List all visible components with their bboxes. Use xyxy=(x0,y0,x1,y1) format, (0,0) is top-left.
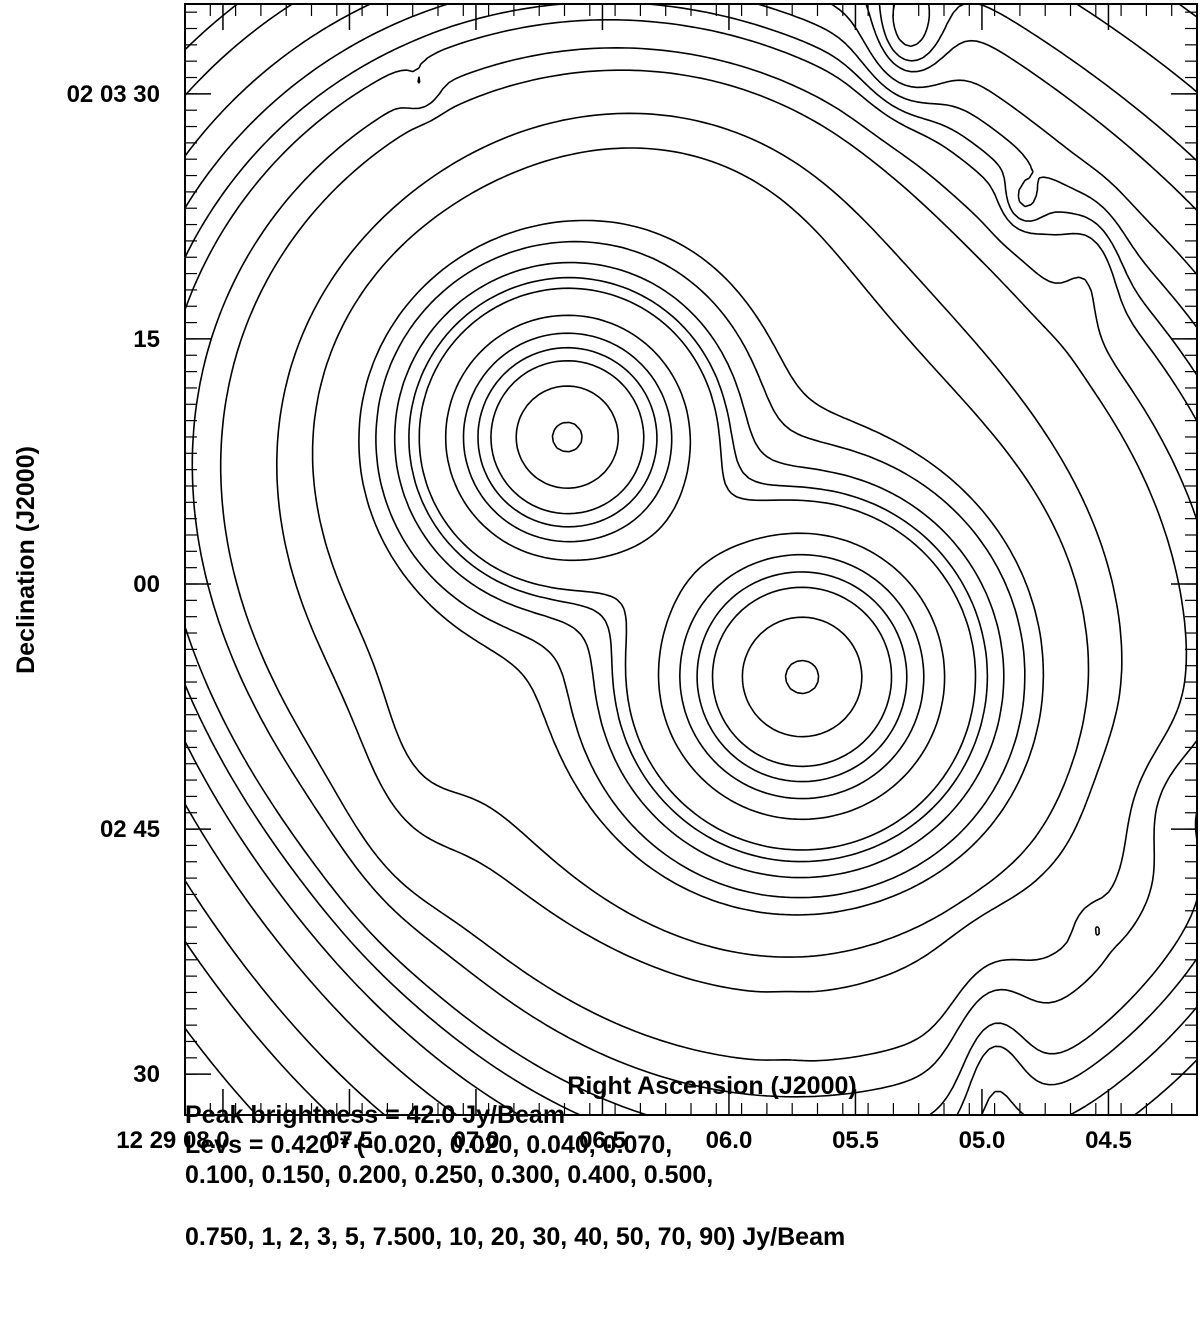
peak-brightness-label: Peak brightness = 42.0 Jy/Beam xyxy=(185,1101,566,1129)
contour-level-0p4 xyxy=(191,47,1197,1098)
plot-frame xyxy=(184,3,1198,1116)
contour-level-0p5 xyxy=(219,69,1188,1062)
x-tick-label: 07.0 xyxy=(453,1127,500,1154)
y-tick-label: 02 45 xyxy=(100,816,160,843)
contour-level-20 xyxy=(444,314,946,821)
contour-level-1 xyxy=(311,147,1090,958)
x-tick-label: 12 29 08.0 xyxy=(116,1127,229,1154)
x-tick-label: 05.5 xyxy=(832,1127,879,1154)
contour-level-5 xyxy=(393,261,1005,879)
contour-level-70 xyxy=(515,385,863,738)
y-axis-title: Declination (J2000) xyxy=(12,446,40,674)
contour-level-0p04 xyxy=(185,4,1197,1115)
y-tick-label: 02 03 30 xyxy=(67,81,160,108)
y-tick-label: 30 xyxy=(133,1061,160,1088)
y-tick-label: 00 xyxy=(133,571,160,598)
contour-level-0p1 xyxy=(185,4,1197,1115)
x-tick-label: 06.0 xyxy=(706,1127,753,1154)
x-tick-label: 07.5 xyxy=(326,1127,373,1154)
contour-level-3 xyxy=(375,240,1026,899)
axis-ticks: 12 29 08.0 07.5 07.0 06.5 06.0 05.5 05.0 04.5 02… xyxy=(67,4,1197,1154)
y-tick-label: 15 xyxy=(133,326,160,353)
contour-level-0p3 xyxy=(185,19,1197,1115)
contour-level-0p15 xyxy=(185,4,1197,1115)
levels-line-2: 0.100, 0.150, 0.200, 0.250, 0.300, 0.400… xyxy=(185,1161,714,1189)
x-tick-label: 04.5 xyxy=(1085,1127,1132,1154)
x-axis-title: Right Ascension (J2000) xyxy=(567,1072,856,1100)
contour-level-10 xyxy=(418,287,977,851)
levels-line-3: 0.750, 1, 2, 3, 5, 7.500, 10, 20, 30, 40… xyxy=(185,1223,846,1251)
contour-level-7p5 xyxy=(408,276,989,863)
contour-level-2 xyxy=(358,219,1045,916)
contour-level-0p07 xyxy=(185,4,1197,1115)
contour-lines xyxy=(185,4,1197,1115)
x-tick-label: 06.5 xyxy=(579,1127,626,1154)
levels-line-1: Levs = 0.420 * (-0.020, 0.020, 0.040, 0.… xyxy=(185,1131,673,1159)
contour-level-90 xyxy=(551,421,820,695)
contour-level-0p75 xyxy=(276,112,1123,993)
contour-level-0p2 xyxy=(185,4,1197,1115)
contour-level-30 xyxy=(462,332,925,800)
x-tick-label: 05.0 xyxy=(959,1127,1006,1154)
contour-level-50 xyxy=(490,360,893,768)
contour-level-40 xyxy=(477,346,908,783)
contour-level-0p25 xyxy=(185,4,1197,1115)
